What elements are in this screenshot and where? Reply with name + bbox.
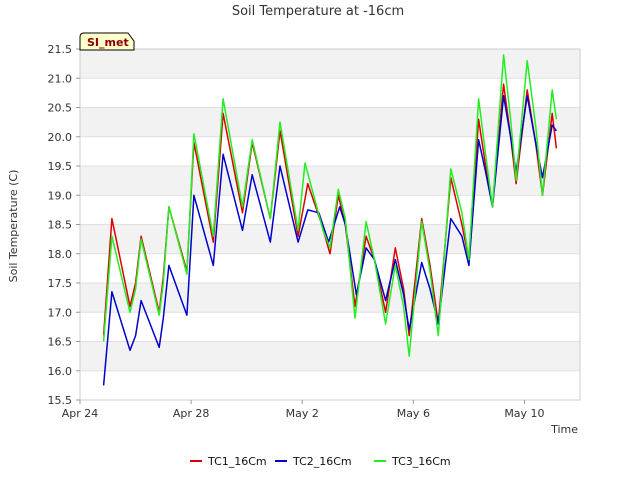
series-line-TC2_16Cm (102, 95, 558, 386)
y-tick-label: 18.0 (48, 248, 73, 261)
series-layer (102, 54, 558, 386)
x-tick-label: May 10 (504, 407, 544, 420)
x-tick-label: May 2 (286, 407, 319, 420)
y-tick-label: 21.5 (48, 43, 73, 56)
y-tick-label: 21.0 (48, 72, 73, 85)
chart-title: Soil Temperature at -16cm (232, 4, 404, 19)
y-tick-label: 16.0 (48, 365, 73, 378)
plot-band (80, 107, 580, 137)
legend-label-TC1_16Cm: TC1_16Cm (207, 455, 267, 468)
y-tick-label: 17.0 (48, 306, 73, 319)
y-tick-label: 19.5 (48, 160, 73, 173)
x-tick-label: Apr 24 (62, 407, 99, 420)
plot-bands (80, 49, 580, 371)
x-tick-label: Apr 28 (173, 407, 210, 420)
y-tick-label: 18.5 (48, 219, 73, 232)
y-tick-label: 20.0 (48, 131, 73, 144)
plot-band (80, 49, 580, 79)
x-tick-labels: Apr 24 Apr 28 May 2 May 6 May 10 (62, 400, 545, 420)
site-badge-shape (79, 32, 135, 51)
y-tick-label: 15.5 (48, 394, 73, 407)
y-tick-labels: 15.5 16.0 16.5 17.0 17.5 18.0 18.5 19.0 19.5 20.0… (48, 43, 80, 407)
x-axis-label: Time (550, 423, 578, 436)
plot-band (80, 166, 580, 196)
x-tick-label: May 6 (397, 407, 430, 420)
y-tick-label: 16.5 (48, 336, 73, 349)
y-tick-label: 17.5 (48, 277, 73, 290)
y-axis-label: Soil Temperature (C) (7, 170, 20, 283)
legend: TC1_16Cm TC2_16Cm TC3_16Cm (190, 455, 451, 468)
legend-label-TC3_16Cm: TC3_16Cm (391, 455, 451, 468)
legend-label-TC2_16Cm: TC2_16Cm (292, 455, 352, 468)
site-badge-label: SI_met (87, 36, 129, 49)
y-tick-label: 20.5 (48, 102, 73, 115)
plot-band (80, 341, 580, 371)
site-badge: SI_met (79, 32, 135, 51)
series-line-TC3_16Cm (102, 54, 558, 357)
y-tick-label: 19.0 (48, 189, 73, 202)
